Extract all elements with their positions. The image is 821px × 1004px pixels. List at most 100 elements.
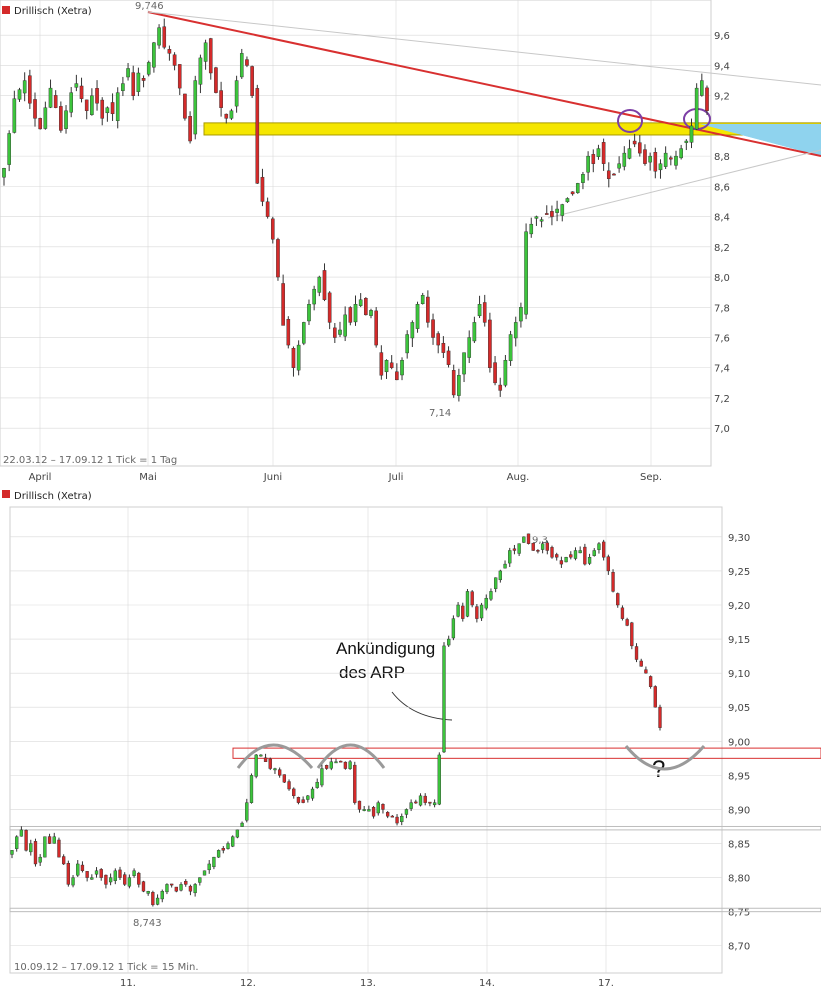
candle-body: [597, 543, 601, 550]
candle-body: [339, 760, 343, 763]
candle-body: [104, 874, 108, 885]
candle-body: [565, 198, 570, 203]
candle-body: [115, 92, 120, 121]
candle-body: [630, 622, 634, 647]
y-tick-label: 8,6: [714, 182, 730, 193]
candle-body: [578, 550, 582, 554]
candle-body: [219, 90, 223, 108]
annotation-high-intraday: 9,3: [532, 535, 548, 546]
candle-body: [493, 362, 497, 384]
candle-body: [188, 116, 192, 142]
candle-body: [348, 761, 352, 769]
candle-body: [151, 892, 155, 906]
candle-body: [381, 804, 385, 810]
candle-body: [254, 754, 258, 777]
candle-body: [414, 801, 418, 804]
candle-body: [108, 877, 113, 883]
candle-body: [539, 219, 544, 222]
candle-body: [456, 604, 460, 617]
x-tick-label: Juni: [263, 472, 282, 483]
candle-body: [395, 371, 399, 381]
candle-body: [653, 152, 658, 172]
candle-body: [282, 774, 287, 783]
candle-body: [616, 593, 620, 606]
candle-body: [61, 856, 66, 865]
upper-channel-line: [147, 11, 821, 86]
candle-body: [592, 550, 596, 556]
candle-body: [669, 157, 673, 160]
legend-swatch-daily: [2, 6, 10, 14]
candle-body: [99, 869, 103, 878]
y-tick-label: 9,20: [728, 601, 750, 612]
x-tick-label: 13.: [360, 978, 376, 989]
candle-body: [165, 884, 169, 893]
candle-body: [33, 841, 38, 865]
intraday-x-axis: 11. 12. 13. 14. 17.: [120, 978, 614, 989]
candle-body: [612, 173, 616, 176]
candle-body: [19, 829, 24, 837]
candle-body: [126, 68, 130, 78]
x-tick-label: 11.: [120, 978, 136, 989]
arc-bottom: [624, 745, 706, 771]
candle-body: [239, 53, 244, 78]
candle-body: [555, 208, 559, 213]
candle-body: [522, 536, 526, 543]
candle-body: [477, 304, 482, 317]
candle-body: [235, 829, 240, 838]
low-band: [9, 907, 821, 913]
candle-body: [364, 298, 368, 316]
annotation-arp-line2: des ARP: [339, 663, 405, 682]
legend-daily: Drillisch (Xetra): [14, 6, 92, 17]
candle-body: [306, 795, 310, 800]
annotation-low-intraday: 8,743: [133, 918, 162, 929]
daily-candles: [2, 18, 709, 402]
candle-body: [198, 877, 202, 883]
candle-body: [451, 618, 456, 639]
candle-body: [658, 706, 662, 728]
candle-body: [320, 768, 324, 786]
candle-body: [465, 591, 470, 617]
candle-body: [263, 757, 268, 762]
candle-body: [324, 765, 329, 769]
candle-body: [221, 848, 225, 851]
candle-body: [482, 302, 487, 323]
daily-gridlines: [0, 0, 711, 466]
candle-body: [559, 560, 564, 565]
candle-body: [208, 38, 213, 74]
x-tick-label: Mai: [139, 472, 157, 483]
candle-body: [245, 802, 249, 821]
candle-body: [231, 836, 235, 847]
candle-body: [622, 152, 627, 167]
candle-body: [617, 163, 621, 169]
candle-body: [420, 294, 425, 305]
candle-body: [291, 347, 296, 368]
annotation-arp-line1: Ankündigung: [336, 639, 435, 658]
candle-body: [84, 99, 89, 111]
candle-body: [226, 843, 230, 849]
candle-body: [132, 870, 136, 876]
candle-body: [362, 809, 366, 811]
candle-body: [596, 148, 601, 157]
candle-body: [333, 327, 337, 338]
candle-body: [674, 155, 678, 166]
candle-body: [385, 812, 390, 817]
candle-body: [152, 42, 156, 68]
candle-body: [15, 836, 19, 849]
candle-body: [334, 761, 338, 764]
candle-body: [648, 676, 653, 687]
candle-body: [591, 154, 596, 164]
candle-body: [653, 686, 657, 708]
y-tick-label: 8,80: [728, 874, 750, 885]
candle-body: [689, 125, 694, 143]
candle-body: [174, 886, 179, 892]
candle-body: [451, 370, 456, 396]
candle-body: [28, 75, 32, 104]
candle-body: [663, 152, 668, 167]
candle-body: [76, 863, 80, 876]
candle-body: [29, 843, 33, 853]
candle-body: [369, 310, 373, 316]
candle-body: [338, 329, 342, 335]
daily-y-axis: 9,69,49,29,08,88,68,48,28,07,87,67,47,27…: [714, 31, 730, 435]
candle-body: [475, 606, 479, 619]
